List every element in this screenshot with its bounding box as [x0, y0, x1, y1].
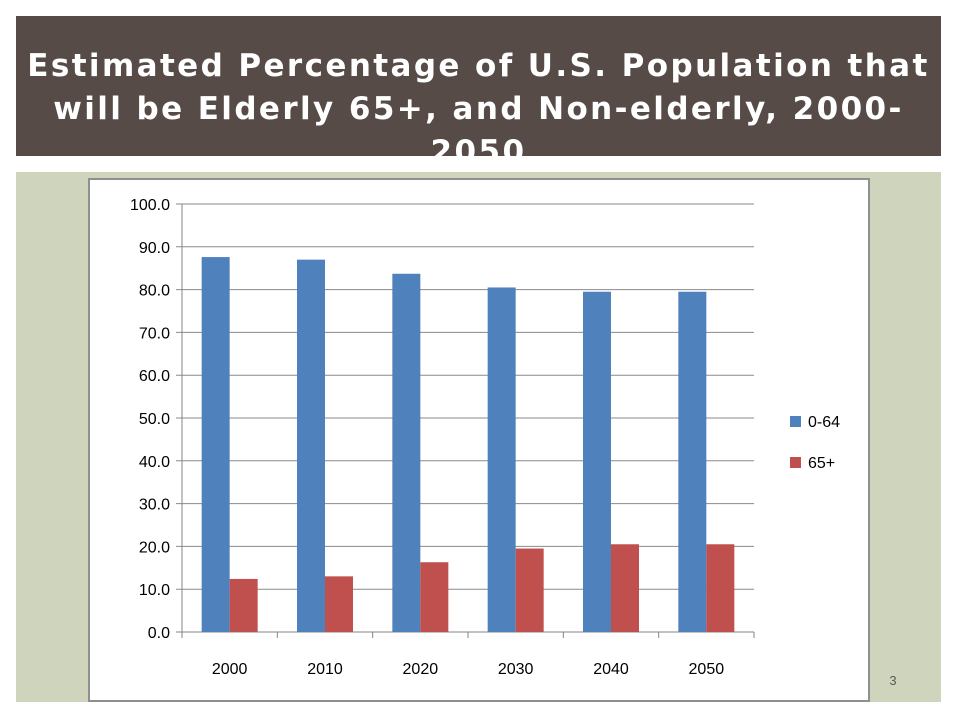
bar-65--2010 [325, 576, 353, 632]
bar-65--2000 [229, 578, 258, 632]
y-tick-label: 30.0 [139, 497, 170, 514]
y-tick-label: 60.0 [139, 368, 170, 385]
x-tick-label: 2040 [593, 661, 629, 678]
legend-swatch [790, 457, 801, 468]
y-tick-label: 80.0 [139, 283, 170, 300]
bar-0-64-2040 [583, 291, 611, 632]
bar-65--2030 [515, 548, 544, 632]
bar-0-64-2020 [392, 273, 421, 632]
y-tick-label: 20.0 [139, 539, 170, 556]
x-tick-label: 2050 [689, 661, 725, 678]
bar-65--2020 [420, 562, 449, 632]
legend-label: 0-64 [808, 414, 840, 431]
bar-0-64-2000 [201, 257, 230, 632]
x-tick-label: 2000 [212, 661, 248, 678]
y-tick-label: 10.0 [139, 582, 170, 599]
y-tick-label: 70.0 [139, 325, 170, 342]
legend-swatch [790, 416, 801, 427]
y-tick-label: 40.0 [139, 454, 170, 471]
title-band: Estimated Percentage of U.S. Population … [16, 16, 941, 156]
x-tick-label: 2020 [403, 661, 439, 678]
bar-0-64-2050 [678, 291, 707, 632]
y-tick-label: 90.0 [139, 240, 170, 257]
x-tick-label: 2010 [307, 661, 343, 678]
legend-label: 65+ [808, 455, 835, 472]
bar-0-64-2030 [487, 287, 516, 632]
y-tick-label: 50.0 [139, 411, 170, 428]
x-tick-label: 2030 [498, 661, 534, 678]
bar-0-64-2010 [297, 259, 325, 632]
bar-65--2050 [706, 544, 735, 632]
y-tick-label: 0.0 [148, 625, 170, 642]
slide-title: Estimated Percentage of U.S. Population … [27, 48, 930, 156]
bar-65--2040 [611, 544, 639, 632]
y-tick-label: 100.0 [130, 197, 170, 214]
page-number: 3 [889, 673, 897, 688]
